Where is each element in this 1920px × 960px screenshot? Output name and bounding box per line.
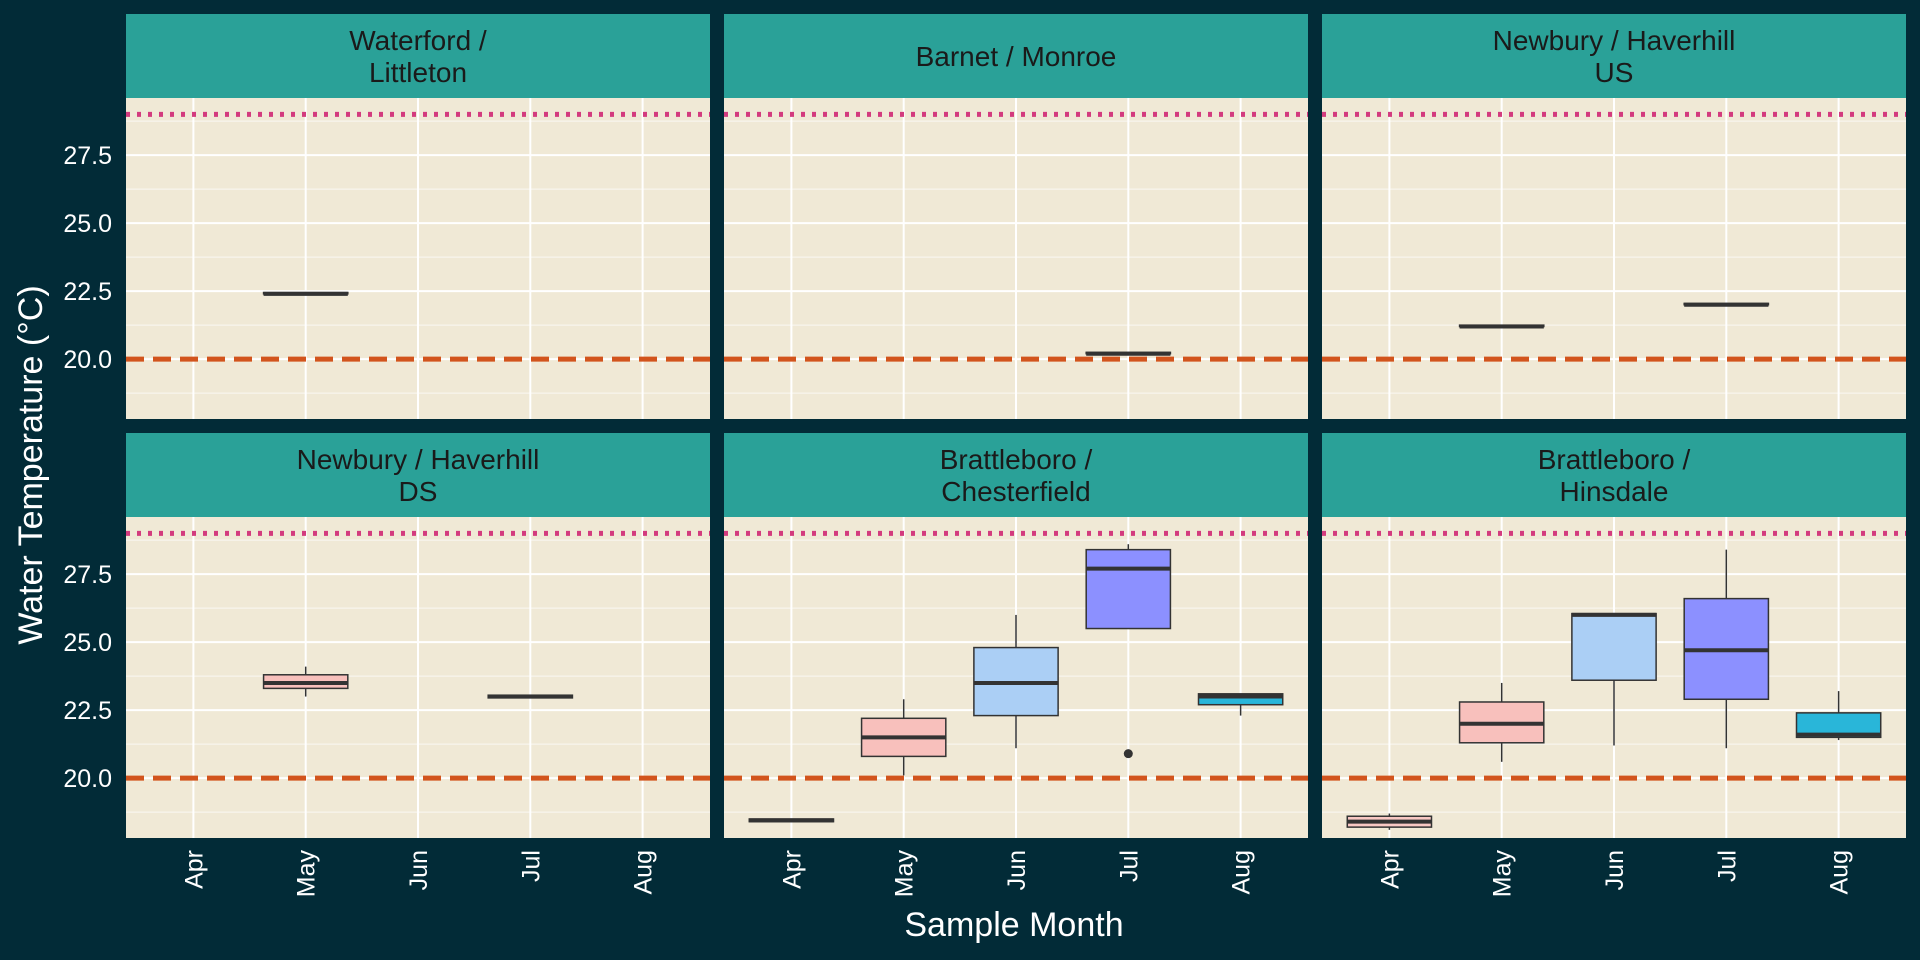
x-tick-label: May bbox=[293, 850, 321, 898]
box-jul bbox=[1683, 302, 1770, 307]
y-tick-label: 22.5 bbox=[63, 278, 112, 306]
box-apr bbox=[748, 818, 835, 823]
box-jun bbox=[1571, 612, 1657, 746]
box-may bbox=[1458, 324, 1545, 329]
x-tick-label: Apr bbox=[778, 850, 806, 889]
box-jul bbox=[487, 694, 574, 699]
facet-panel: Barnet / Monroe bbox=[724, 14, 1308, 419]
facet-strip bbox=[126, 14, 710, 98]
x-axis-label: Sample Month bbox=[904, 906, 1123, 944]
x-tick-label: Jul bbox=[517, 850, 545, 882]
box-body bbox=[1085, 548, 1172, 630]
x-tick-label: Aug bbox=[1228, 850, 1256, 894]
box-jul bbox=[1085, 351, 1172, 356]
facet-title: Waterford / Littleton bbox=[349, 25, 487, 88]
facet-title: Newbury / Haverhill DS bbox=[297, 444, 540, 507]
facet-title-line: Newbury / Haverhill bbox=[1493, 25, 1736, 56]
facet-title-line: Brattleboro / bbox=[1538, 444, 1691, 475]
box-may bbox=[262, 291, 349, 296]
y-tick-label: 25.0 bbox=[63, 629, 112, 657]
box-aug bbox=[1795, 691, 1882, 741]
y-tick-label: 20.0 bbox=[63, 765, 112, 793]
facet-title-line: Chesterfield bbox=[941, 476, 1090, 507]
y-tick-label: 22.5 bbox=[63, 697, 112, 725]
x-tick-label: Jul bbox=[1115, 850, 1143, 882]
outlier-point bbox=[1123, 749, 1133, 759]
y-tick-label: 20.0 bbox=[63, 346, 112, 374]
x-tick-label: Jul bbox=[1713, 850, 1741, 882]
box-body bbox=[1571, 612, 1657, 681]
facet-title: Brattleboro / Chesterfield bbox=[940, 444, 1093, 507]
facet-title-line: Newbury / Haverhill bbox=[297, 444, 540, 475]
box-jul bbox=[1085, 544, 1172, 759]
x-tick-label: Jun bbox=[1601, 850, 1629, 890]
y-tick-label: 27.5 bbox=[63, 142, 112, 170]
facet-title-line: Hinsdale bbox=[1560, 476, 1669, 507]
x-tick-label: Aug bbox=[1826, 850, 1854, 894]
box-may bbox=[262, 666, 349, 697]
facet-title-line: Waterford / bbox=[349, 25, 487, 56]
facet-panel: Brattleboro / Chesterfield Apr May Jun Jul Aug bbox=[724, 433, 1308, 897]
facet-title-line: Brattleboro / bbox=[940, 444, 1093, 475]
box-may bbox=[860, 699, 947, 776]
box-jul bbox=[1683, 549, 1770, 749]
facet-strip bbox=[1322, 433, 1906, 517]
facet-strip bbox=[1322, 14, 1906, 98]
x-tick-label: Jun bbox=[1003, 850, 1031, 890]
facet-panel: Newbury / Haverhill US bbox=[1322, 14, 1906, 419]
x-tick-label: Jun bbox=[405, 850, 433, 890]
box-aug bbox=[1197, 693, 1284, 716]
box-apr bbox=[1346, 813, 1433, 830]
x-tick-label: May bbox=[1489, 850, 1517, 898]
y-tick-label: 27.5 bbox=[63, 561, 112, 589]
x-tick-label: Apr bbox=[180, 850, 208, 889]
facet-strip bbox=[724, 433, 1308, 517]
facet-panel: Newbury / Haverhill DS 20.0 22.5 25.0 27.5 Apr… bbox=[63, 433, 710, 897]
y-axis-label: Water Temperature (°C) bbox=[12, 285, 50, 644]
facet-title-line: Barnet / Monroe bbox=[916, 41, 1117, 72]
y-tick-label: 25.0 bbox=[63, 210, 112, 238]
facet-strip bbox=[724, 14, 1308, 98]
facet-panel: Waterford / Littleton 20.0 22.5 25.0 27.5 bbox=[63, 14, 710, 419]
facet-panel: Brattleboro / Hinsdale Apr May Jun Jul Aug bbox=[1322, 433, 1906, 897]
box-body bbox=[1197, 693, 1284, 706]
facet-title-line: Littleton bbox=[369, 57, 467, 88]
facet-strip bbox=[126, 433, 710, 517]
x-tick-label: Aug bbox=[630, 850, 658, 894]
facet-title: Newbury / Haverhill US bbox=[1493, 25, 1736, 88]
box-may bbox=[1458, 682, 1545, 762]
facet-title: Brattleboro / Hinsdale bbox=[1538, 444, 1691, 507]
x-tick-label: May bbox=[891, 850, 919, 898]
box-jun bbox=[973, 614, 1059, 749]
facet-title: Barnet / Monroe bbox=[916, 41, 1117, 72]
facet-title-line: DS bbox=[399, 476, 438, 507]
facet-panels: Waterford / Littleton 20.0 22.5 25.0 27.5 Barn… bbox=[63, 14, 1906, 897]
x-tick-label: Apr bbox=[1376, 850, 1404, 889]
facet-title-line: US bbox=[1595, 57, 1634, 88]
